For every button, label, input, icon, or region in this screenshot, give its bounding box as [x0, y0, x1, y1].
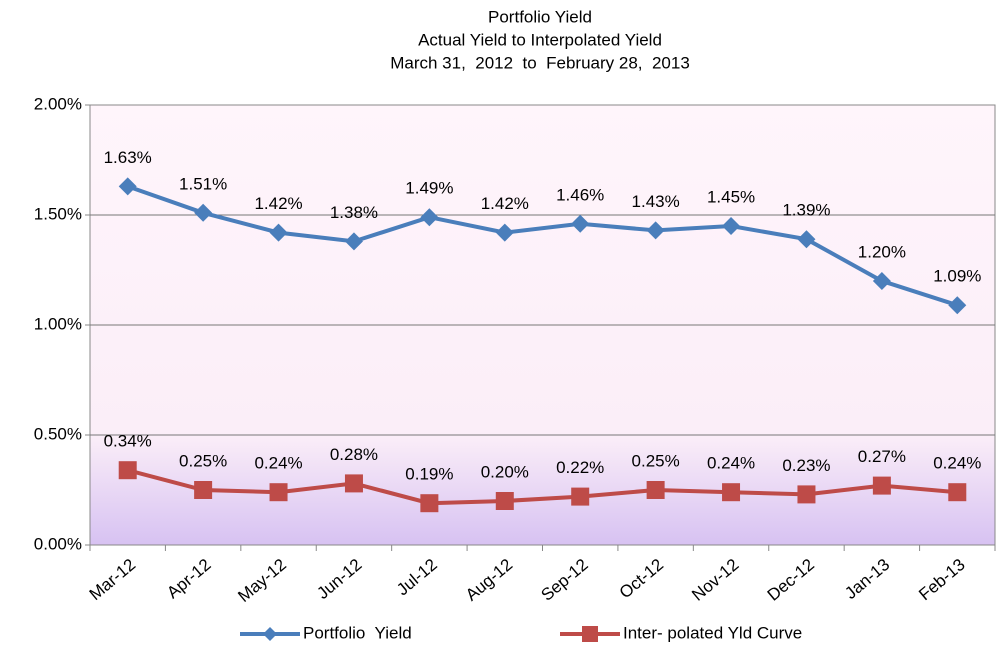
y-tick-label: 1.50%: [34, 204, 82, 223]
marker: [269, 483, 288, 502]
data-label: 1.38%: [330, 203, 378, 222]
data-label: 1.42%: [254, 194, 302, 213]
y-tick-label: 0.00%: [34, 534, 82, 553]
legend-label: Inter- polated Yld Curve: [623, 623, 802, 642]
data-label: 0.27%: [858, 447, 906, 466]
data-label: 1.45%: [707, 187, 755, 206]
marker: [872, 476, 891, 495]
data-label: 0.25%: [632, 451, 680, 470]
marker: [420, 494, 439, 513]
chart-subtitle: Actual Yield to Interpolated Yield: [418, 30, 662, 49]
series-line: [127, 184, 958, 308]
legend-marker: [582, 626, 598, 642]
marker: [872, 272, 891, 290]
data-label: 1.09%: [933, 267, 981, 286]
data-label: 0.23%: [782, 456, 830, 475]
marker: [344, 474, 363, 493]
marker: [344, 232, 363, 251]
chart-title: Portfolio Yield: [488, 7, 592, 26]
data-label: 0.24%: [254, 454, 302, 473]
x-tick-label: Apr-12: [163, 555, 214, 602]
legend-marker: [263, 627, 277, 641]
series-line: [127, 468, 958, 506]
marker: [194, 481, 213, 499]
data-label: 1.42%: [481, 194, 529, 213]
data-label: 1.49%: [405, 179, 453, 198]
data-label: 0.22%: [556, 458, 604, 477]
y-tick-label: 1.00%: [34, 314, 82, 333]
x-tick-label: Mar-12: [86, 555, 139, 604]
marker: [571, 214, 590, 233]
x-tick-label: Dec-12: [764, 555, 818, 605]
data-label: 1.63%: [104, 148, 152, 167]
marker: [269, 223, 288, 242]
marker: [420, 208, 439, 227]
marker: [948, 296, 967, 315]
x-tick-label: Jun-12: [313, 555, 365, 603]
x-tick-label: May-12: [234, 555, 290, 606]
y-tick-label: 2.00%: [34, 94, 82, 113]
data-label: 1.43%: [632, 192, 680, 211]
data-label: 0.24%: [933, 454, 981, 473]
data-label: 0.34%: [104, 432, 152, 451]
data-label: 0.20%: [481, 462, 529, 481]
marker: [495, 223, 514, 242]
data-label: 1.39%: [782, 201, 830, 220]
chart-subtitle: March 31, 2012 to February 28, 2013: [390, 53, 690, 72]
data-label: 0.19%: [405, 465, 453, 484]
marker: [646, 221, 665, 240]
x-tick-label: Sep-12: [537, 555, 591, 605]
x-tick-label: Nov-12: [688, 555, 742, 605]
x-tick-label: Aug-12: [462, 555, 516, 605]
data-label: 0.24%: [707, 454, 755, 473]
x-tick-label: Oct-12: [616, 555, 667, 602]
x-tick-label: Jan-13: [841, 555, 893, 603]
marker: [194, 203, 213, 222]
x-tick-label: Jul-12: [393, 555, 441, 599]
marker: [646, 481, 665, 499]
marker: [118, 461, 137, 480]
marker: [571, 487, 590, 506]
marker: [495, 492, 514, 510]
marker: [722, 217, 741, 235]
marker: [722, 483, 741, 502]
y-tick-label: 0.50%: [34, 424, 82, 443]
data-label: 1.20%: [858, 242, 906, 261]
x-tick-label: Feb-13: [915, 555, 968, 604]
data-label: 0.25%: [179, 451, 227, 470]
data-label: 1.51%: [179, 174, 227, 193]
data-label: 1.46%: [556, 185, 604, 204]
marker: [797, 485, 816, 504]
legend-label: Portfolio Yield: [303, 623, 412, 642]
marker: [118, 177, 137, 196]
marker: [948, 483, 967, 502]
data-label: 0.28%: [330, 445, 378, 464]
marker: [797, 230, 816, 249]
